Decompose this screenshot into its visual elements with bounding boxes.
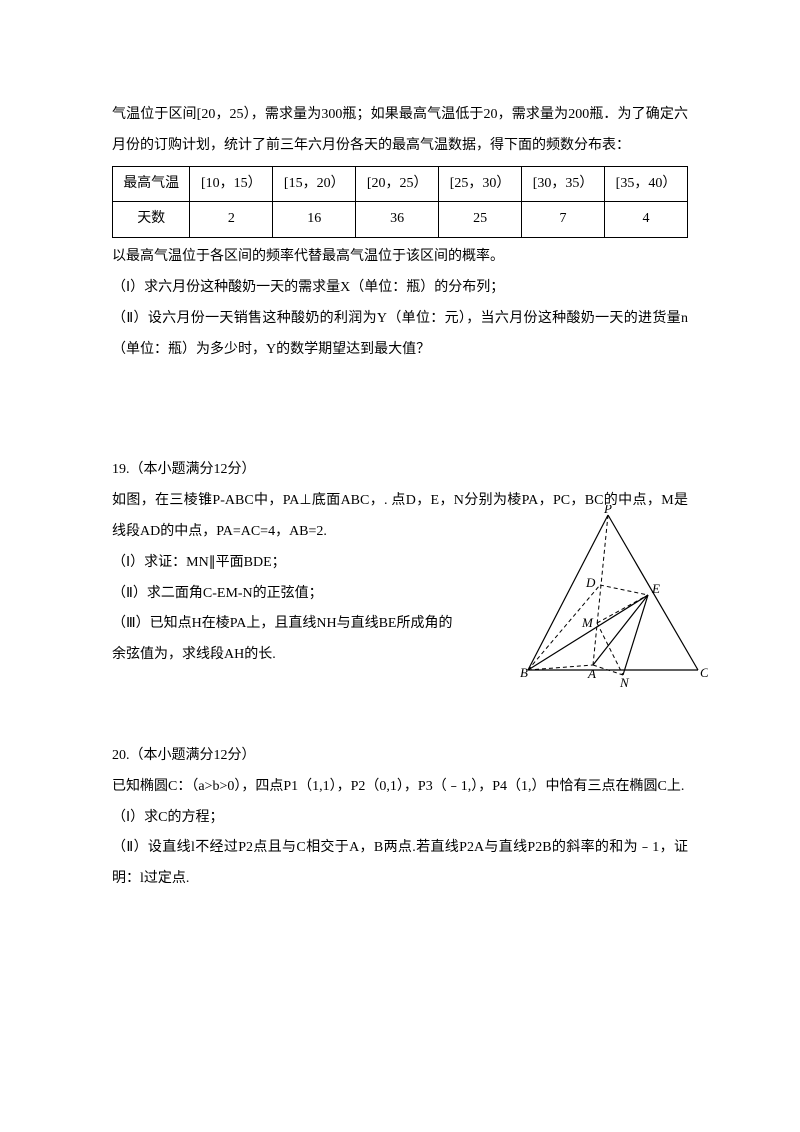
tetrahedron-diagram: P B A N C D M E <box>508 505 708 695</box>
table-header-label: 最高气温 <box>113 166 190 202</box>
intro-paragraph-2: 以最高气温位于各区间的频率代替最高气温位于该区间的概率。 <box>112 242 688 273</box>
q19-title: 19.（本小题满分12分） <box>112 455 688 486</box>
frequency-table: 最高气温 [10，15） [15，20） [20，25） [25，30） [30… <box>112 166 688 239</box>
q20-title: 20.（本小题满分12分） <box>112 741 688 772</box>
label-M: M <box>581 615 594 630</box>
label-D: D <box>585 575 596 590</box>
q20-line2: （Ⅰ）求C的方程； <box>112 803 688 834</box>
label-P: P <box>603 505 612 516</box>
table-col-2: [20，25） <box>356 166 439 202</box>
table-data-row: 天数 2 16 36 25 7 4 <box>113 202 688 238</box>
question-19: 19.（本小题满分12分） 如图，在三棱锥P-ABC中，PA⊥底面ABC，. 点… <box>112 455 688 671</box>
table-col-1: [15，20） <box>273 166 356 202</box>
table-col-3: [25，30） <box>439 166 522 202</box>
label-B: B <box>520 665 528 680</box>
intro-q2: （Ⅱ）设六月份一天销售这种酸奶的利润为Y（单位：元），当六月份这种酸奶一天的进货… <box>112 304 688 366</box>
q20-line1: 已知椭圆C：（a>b>0），四点P1（1,1），P2（0,1），P3（﹣1,），… <box>112 772 688 803</box>
label-E: E <box>651 581 660 596</box>
table-col-0: [10，15） <box>190 166 273 202</box>
table-val-4: 7 <box>522 202 605 238</box>
table-val-1: 16 <box>273 202 356 238</box>
intro-paragraph-1: 气温位于区间[20，25），需求量为300瓶；如果最高气温低于20，需求量为20… <box>112 100 688 162</box>
q19-line3: （Ⅱ）求二面角C-EM-N的正弦值； <box>112 579 472 610</box>
intro-q1: （Ⅰ）求六月份这种酸奶一天的需求量X（单位：瓶）的分布列； <box>112 273 688 304</box>
table-val-5: 4 <box>604 202 687 238</box>
table-col-5: [35，40） <box>604 166 687 202</box>
label-A: A <box>587 666 596 681</box>
label-C: C <box>700 665 708 680</box>
q20-line3: （Ⅱ）设直线l不经过P2点且与C相交于A，B两点.若直线P2A与直线P2B的斜率… <box>112 833 688 895</box>
table-val-0: 2 <box>190 202 273 238</box>
q19-line2: （Ⅰ）求证：MN∥平面BDE； <box>112 548 472 579</box>
q19-line5: 余弦值为，求线段AH的长. <box>112 640 472 671</box>
q19-line4: （Ⅲ）已知点H在棱PA上，且直线NH与直线BE所成角的 <box>112 609 472 640</box>
table-val-2: 36 <box>356 202 439 238</box>
question-20: 20.（本小题满分12分） 已知椭圆C：（a>b>0），四点P1（1,1），P2… <box>112 741 688 895</box>
table-val-3: 25 <box>439 202 522 238</box>
label-N: N <box>619 675 630 690</box>
table-header-row: 最高气温 [10，15） [15，20） [20，25） [25，30） [30… <box>113 166 688 202</box>
table-col-4: [30，35） <box>522 166 605 202</box>
table-row-label: 天数 <box>113 202 190 238</box>
